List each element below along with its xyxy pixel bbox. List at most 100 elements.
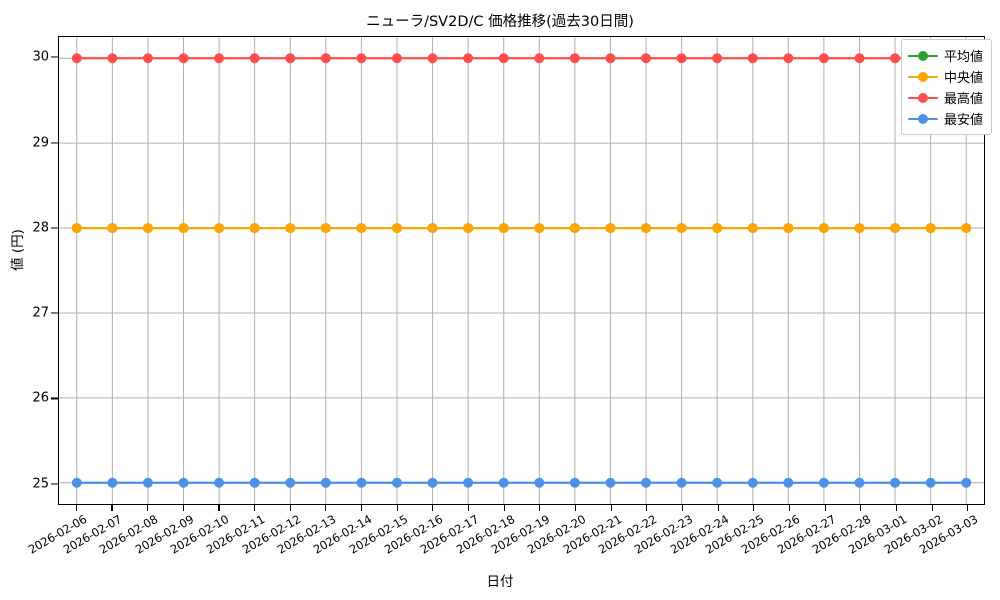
data-point-marker xyxy=(285,477,296,488)
data-point-marker xyxy=(854,477,865,488)
y-axis-tick-labels: 25 26 27 28 29 30 xyxy=(0,36,58,505)
y-tick-label: 30 xyxy=(32,49,49,65)
data-point-marker xyxy=(178,223,189,234)
data-point-marker xyxy=(320,477,331,488)
data-point-marker xyxy=(569,477,580,488)
x-tick-mark xyxy=(111,505,113,511)
series-2 xyxy=(71,223,972,234)
series-4 xyxy=(71,477,972,488)
x-tick-mark xyxy=(75,505,77,511)
x-tick-mark xyxy=(574,505,577,511)
data-point-marker xyxy=(463,223,474,234)
data-point-marker xyxy=(498,477,509,488)
x-tick-mark xyxy=(539,505,541,511)
data-point-marker xyxy=(214,53,225,64)
x-tick-mark xyxy=(361,505,363,511)
data-point-marker xyxy=(356,53,367,64)
legend-item[interactable]: 中央値 xyxy=(907,66,983,87)
data-point-marker xyxy=(214,477,225,488)
data-point-marker xyxy=(249,477,260,488)
data-point-marker xyxy=(178,477,189,488)
legend-marker-icon xyxy=(907,112,938,126)
legend-marker-icon xyxy=(907,70,938,84)
x-tick-mark xyxy=(254,505,256,511)
x-tick-mark xyxy=(182,505,184,511)
x-tick-mark xyxy=(432,505,434,511)
x-tick-mark xyxy=(824,505,826,511)
x-tick-mark xyxy=(717,505,719,511)
data-point-marker xyxy=(534,53,545,64)
data-point-marker xyxy=(71,223,82,234)
data-point-marker xyxy=(107,223,118,234)
data-point-marker xyxy=(676,477,687,488)
data-point-marker xyxy=(178,53,189,64)
data-point-marker xyxy=(783,477,794,488)
data-point-marker xyxy=(356,477,367,488)
data-point-marker xyxy=(605,477,616,488)
data-point-marker xyxy=(890,477,901,488)
y-tick-mark xyxy=(51,56,58,58)
data-point-marker xyxy=(890,53,901,64)
data-point-marker xyxy=(391,53,402,64)
data-point-marker xyxy=(534,477,545,488)
data-point-marker xyxy=(747,477,758,488)
x-tick-mark xyxy=(325,505,327,511)
legend-item[interactable]: 最安値 xyxy=(907,108,983,129)
data-point-marker xyxy=(747,53,758,64)
x-tick-mark xyxy=(396,505,398,511)
y-tick-mark xyxy=(51,312,58,314)
legend-label: 最安値 xyxy=(943,113,983,128)
x-tick-mark xyxy=(860,505,862,511)
x-tick-mark xyxy=(610,505,612,511)
chart-title: ニューラ/SV2D/C 価格推移(過去30日間) xyxy=(366,14,634,30)
data-point-marker xyxy=(605,223,616,234)
data-point-marker xyxy=(356,223,367,234)
data-point-marker xyxy=(214,223,225,234)
chart-legend[interactable]: 平均値 中央値最高値最安値 xyxy=(900,39,992,135)
data-point-marker xyxy=(818,223,829,234)
data-point-marker xyxy=(320,223,331,234)
data-point-marker xyxy=(249,53,260,64)
data-point-marker xyxy=(427,53,438,64)
y-tick-label: 28 xyxy=(32,220,49,236)
x-tick-mark xyxy=(646,505,648,511)
data-point-marker xyxy=(427,223,438,234)
data-point-marker xyxy=(142,477,153,488)
data-point-marker xyxy=(71,477,82,488)
data-point-marker xyxy=(285,53,296,64)
legend-label: 平均値 xyxy=(943,50,983,65)
x-tick-mark xyxy=(218,505,220,511)
data-point-marker xyxy=(463,53,474,64)
x-axis-tick-marks xyxy=(58,505,985,513)
data-point-marker xyxy=(107,53,118,64)
y-tick-mark xyxy=(51,227,58,229)
data-point-marker xyxy=(641,223,652,234)
data-point-marker xyxy=(107,477,118,488)
series-3 xyxy=(71,53,972,64)
data-point-marker xyxy=(534,223,545,234)
data-point-marker xyxy=(391,477,402,488)
data-point-marker xyxy=(890,223,901,234)
data-point-marker xyxy=(605,53,616,64)
data-point-marker xyxy=(391,223,402,234)
gridlines xyxy=(59,37,984,504)
y-tick-mark xyxy=(51,397,58,399)
data-point-marker xyxy=(142,53,153,64)
data-point-marker xyxy=(676,223,687,234)
data-point-marker xyxy=(925,477,936,488)
x-tick-mark xyxy=(967,505,969,511)
data-point-marker xyxy=(569,223,580,234)
data-point-marker xyxy=(427,477,438,488)
y-tick-label: 29 xyxy=(32,135,49,151)
y-tick-label: 26 xyxy=(32,390,49,406)
x-tick-mark xyxy=(931,505,933,511)
legend-label: 最高値 xyxy=(943,92,983,107)
data-point-marker xyxy=(641,53,652,64)
legend-marker-icon xyxy=(907,91,938,105)
y-tick-label: 25 xyxy=(32,476,49,492)
legend-item[interactable]: 平均値 xyxy=(907,45,983,66)
legend-item[interactable]: 最高値 xyxy=(907,87,983,108)
data-point-marker xyxy=(463,477,474,488)
x-axis-tick-labels: 2026-02-06 2026-02-07 2026-02-08 2026-02-09… xyxy=(26,512,985,572)
